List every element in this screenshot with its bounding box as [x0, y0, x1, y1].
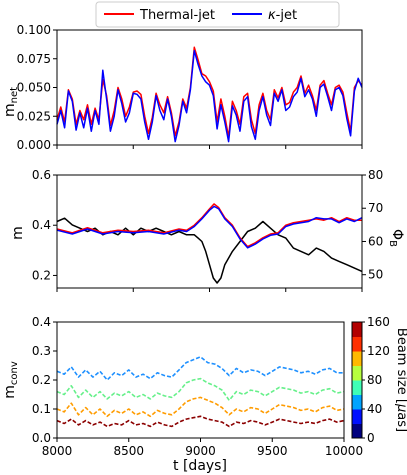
panel-bottom-y-axis: 0.0 0.1 0.2 0.3 0.4 — [32, 315, 57, 445]
colorbar: 0 40 80 120 160 — [351, 315, 390, 445]
colorbar-tick-label: 120 — [367, 344, 390, 358]
y-tick-label: 0.100 — [17, 23, 51, 37]
panel-top-y-axis: 0.000 0.025 0.050 0.075 0.100 — [17, 23, 57, 152]
legend: Thermal-jet κ-jet — [95, 1, 340, 28]
panel-middle-plot-area — [56, 203, 363, 292]
colorbar-tick-label: 160 — [367, 315, 390, 329]
y-tick-label: 0.2 — [32, 373, 51, 387]
panel-middle: 0.2 0.4 0.6 50 60 70 80 m ΦB — [10, 168, 405, 292]
series-line-p3-beam-150 — [56, 415, 345, 428]
colorbar-segment — [352, 409, 362, 424]
y-tick-label: 0.050 — [17, 81, 51, 95]
series-line-p2--jet-m — [56, 205, 363, 249]
panel-middle-ylabel: m — [10, 226, 26, 240]
x-tick-label: 9000 — [185, 444, 216, 458]
y-tick-label: 0.075 — [17, 52, 51, 66]
y-tick-label: 0.4 — [32, 315, 51, 329]
y-tick-label: 0.3 — [32, 344, 51, 358]
y-right-tick-label: 50 — [368, 268, 383, 282]
y-tick-label: 0.6 — [32, 168, 51, 182]
legend-label-kappa: κ-jet — [268, 8, 297, 23]
y-tick-label: 0.1 — [32, 402, 51, 416]
series-line-p3-beam-45 — [56, 377, 345, 402]
panel-bottom-frame — [56, 321, 345, 439]
panel-top-plot-area — [56, 46, 363, 149]
panel-bottom-plot-area — [56, 355, 345, 428]
legend-label-thermal: Thermal-jet — [139, 8, 215, 23]
colorbar-label-suffix: as] — [394, 412, 407, 432]
panel-bottom-ylabel: mconv — [2, 361, 20, 399]
colorbar-tick-label: 40 — [367, 402, 382, 416]
colorbar-segment — [352, 394, 362, 410]
y-tick-label: 0.025 — [17, 109, 51, 123]
series-line-p1--jet — [56, 49, 363, 143]
y-tick-label: 0.4 — [32, 218, 51, 232]
colorbar-tick-label: 0 — [367, 431, 375, 445]
y-tick-label: 0.2 — [32, 268, 51, 282]
colorbar-label-prefix: Beam size [ — [394, 328, 407, 404]
series-line-p2--b — [56, 217, 363, 284]
y-right-tick-label: 70 — [368, 201, 383, 215]
legend-kappa-suffix: -jet — [276, 8, 297, 23]
panel-middle-y-axis-left: 0.2 0.4 0.6 — [32, 168, 57, 282]
panel-middle-ylabel-right: ΦB — [387, 229, 405, 247]
colorbar-segment — [352, 380, 362, 395]
panel-bottom-x-axis: 8000 8500 9000 9500 10000 — [42, 438, 363, 458]
colorbar-label: Beam size [μas] — [394, 328, 407, 432]
colorbar-segment — [352, 322, 362, 337]
series-line-p1-thermal-jet — [56, 46, 363, 138]
panel-bottom-xlabel: t [days] — [173, 458, 227, 474]
panel-bottom: 0.0 0.1 0.2 0.3 0.4 8000 8500 9000 9500 10000 mc… — [2, 315, 407, 474]
colorbar-segment — [352, 351, 362, 366]
colorbar-segment — [352, 423, 362, 439]
y-tick-label: 0.0 — [32, 431, 51, 445]
panel-top-ylabel-sub: net — [9, 87, 20, 103]
legend-box — [95, 1, 340, 28]
y-right-tick-label: 80 — [368, 168, 383, 182]
panel-middle-y-axis-right: 50 60 70 80 — [362, 168, 383, 282]
panel-bottom-ylabel-main: m — [2, 385, 18, 399]
panel-middle-ylabel-right-main: Φ — [389, 229, 405, 240]
x-tick-label: 10000 — [325, 444, 363, 458]
y-tick-label: 0.000 — [17, 138, 51, 152]
y-right-tick-label: 60 — [368, 234, 383, 248]
series-line-p3-beam-75 — [56, 396, 345, 418]
legend-kappa-symbol: κ — [268, 8, 276, 23]
x-tick-label: 8000 — [42, 444, 73, 458]
panel-top: 0.000 0.025 0.050 0.075 0.100 mnet — [2, 23, 363, 152]
panel-bottom-ylabel-sub: conv — [9, 361, 20, 385]
x-tick-label: 9500 — [257, 444, 288, 458]
panel-middle-ylabel-right-sub: B — [387, 240, 398, 247]
colorbar-label-mu: μ — [394, 403, 407, 412]
panel-top-ylabel: mnet — [2, 87, 20, 117]
colorbar-segment — [352, 336, 362, 352]
panel-middle-frame — [56, 174, 363, 289]
panel-top-ylabel-main: m — [2, 103, 18, 117]
series-line-p3-beam-25 — [56, 355, 344, 381]
colorbar-tick-label: 80 — [367, 373, 382, 387]
x-tick-label: 8500 — [113, 444, 144, 458]
colorbar-segment — [352, 365, 362, 381]
